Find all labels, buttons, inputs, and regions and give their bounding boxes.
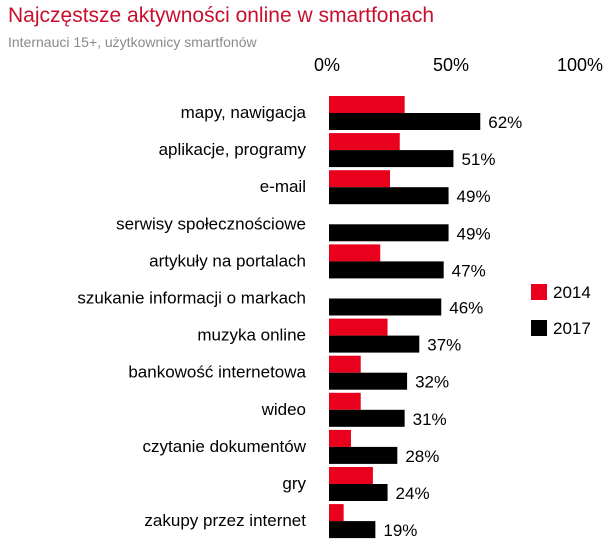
- bar-2017: [329, 261, 444, 279]
- legend-label: 2014: [553, 283, 591, 302]
- bar-2017: [329, 372, 408, 390]
- category-label: wideo: [261, 400, 306, 419]
- chart-subtitle: Internauci 15+, użytkownicy smartfonów: [8, 34, 257, 50]
- bar-2017: [329, 521, 376, 539]
- bar-2017: [329, 187, 449, 205]
- category-label: zakupy przez internet: [144, 511, 306, 530]
- data-label: 49%: [457, 224, 491, 243]
- chart-title: Najczęstsze aktywności online w smartfon…: [8, 4, 435, 27]
- category-label: artykuły na portalach: [149, 251, 306, 270]
- data-label: 31%: [413, 410, 447, 429]
- bar-2017: [329, 298, 442, 316]
- bar-2014: [329, 96, 405, 113]
- bar-2017: [329, 446, 398, 464]
- data-label: 49%: [457, 187, 491, 206]
- category-label: aplikacje, programy: [159, 140, 307, 159]
- category-label: mapy, nawigacja: [181, 103, 307, 122]
- bar-2014: [329, 355, 361, 373]
- data-label: 46%: [449, 299, 483, 318]
- bar-2017: [329, 113, 481, 130]
- data-label: 37%: [427, 336, 461, 355]
- bar-2014: [329, 429, 351, 447]
- bar-2014: [329, 392, 361, 410]
- x-tick-label: 100%: [557, 55, 603, 75]
- data-label: 24%: [396, 484, 430, 503]
- x-tick-label: 0%: [314, 55, 340, 75]
- data-label: 28%: [405, 447, 439, 466]
- legend-label: 2017: [553, 319, 591, 338]
- category-label: muzyka online: [197, 326, 306, 345]
- data-label: 62%: [488, 113, 522, 132]
- category-label: e-mail: [260, 177, 306, 196]
- bar-2014: [329, 318, 388, 336]
- bar-2017: [329, 335, 420, 353]
- data-label: 32%: [415, 373, 449, 392]
- bar-2014: [329, 170, 390, 188]
- bar-2014: [329, 133, 400, 151]
- data-label: 47%: [452, 261, 486, 280]
- bar-2017: [329, 409, 405, 427]
- category-label: czytanie dokumentów: [143, 437, 307, 456]
- x-tick-label: 50%: [433, 55, 469, 75]
- bar-2014: [329, 504, 344, 522]
- bar-2017: [329, 224, 449, 242]
- category-label: serwisy społecznościowe: [116, 214, 306, 233]
- bar-2017: [329, 484, 388, 501]
- category-label: gry: [282, 474, 306, 493]
- category-label: szukanie informacji o markach: [77, 289, 306, 308]
- bar-2017: [329, 150, 454, 168]
- legend-swatch-2017: [531, 320, 547, 336]
- data-label: 19%: [383, 521, 417, 540]
- legend-swatch-2014: [531, 284, 547, 300]
- data-label: 51%: [461, 150, 495, 169]
- bar-2014: [329, 244, 381, 262]
- bar-2014: [329, 467, 373, 484]
- category-label: bankowość internetowa: [128, 363, 306, 382]
